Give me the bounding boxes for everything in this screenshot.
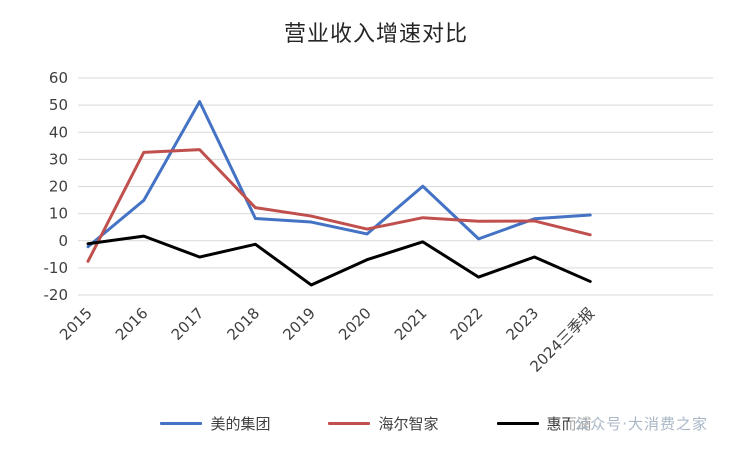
x-axis-tick-label: 2023	[502, 304, 542, 344]
legend-item-midea: 美的集团	[160, 413, 270, 434]
legend-line-swatch	[328, 422, 371, 425]
legend-label: 海尔智家	[378, 415, 439, 433]
y-axis-tick-label: 30	[49, 150, 68, 168]
y-axis-tick-label: 50	[49, 96, 68, 114]
series-line-海尔智家	[86, 148, 592, 263]
x-axis-tick-label: 2015	[56, 304, 96, 344]
y-axis-tick-label: 60	[49, 69, 68, 87]
x-axis-tick-label: 2021	[391, 304, 431, 344]
legend-line-swatch	[496, 422, 539, 425]
chart-title: 营业收入增速对比	[283, 22, 468, 47]
x-axis-tick-label: 2019	[279, 304, 319, 344]
x-axis-tick-label: 2022	[447, 304, 487, 344]
legend-item-haier: 海尔智家	[328, 413, 439, 434]
x-axis-tick-label: 2018	[223, 304, 263, 344]
y-axis-tick-label: 0	[58, 232, 68, 250]
x-axis-tick-label: 2020	[335, 304, 375, 344]
x-axis-tick-label: 2017	[168, 304, 208, 344]
y-axis-tick-label: -10	[44, 259, 69, 277]
legend-line-swatch	[160, 422, 203, 425]
y-axis-tick-label: 40	[49, 123, 68, 141]
legend-label: 美的集团	[210, 415, 271, 433]
series-line-美的集团	[86, 100, 592, 249]
y-axis-tick-label: 10	[49, 205, 68, 223]
y-axis-tick-label: -20	[44, 286, 69, 304]
x-axis-tick-label: 2016	[112, 304, 152, 344]
series-line-惠而浦	[86, 234, 592, 287]
y-axis-tick-label: 20	[49, 178, 68, 196]
watermark-text: 公众号·大消费之家	[570, 413, 708, 434]
